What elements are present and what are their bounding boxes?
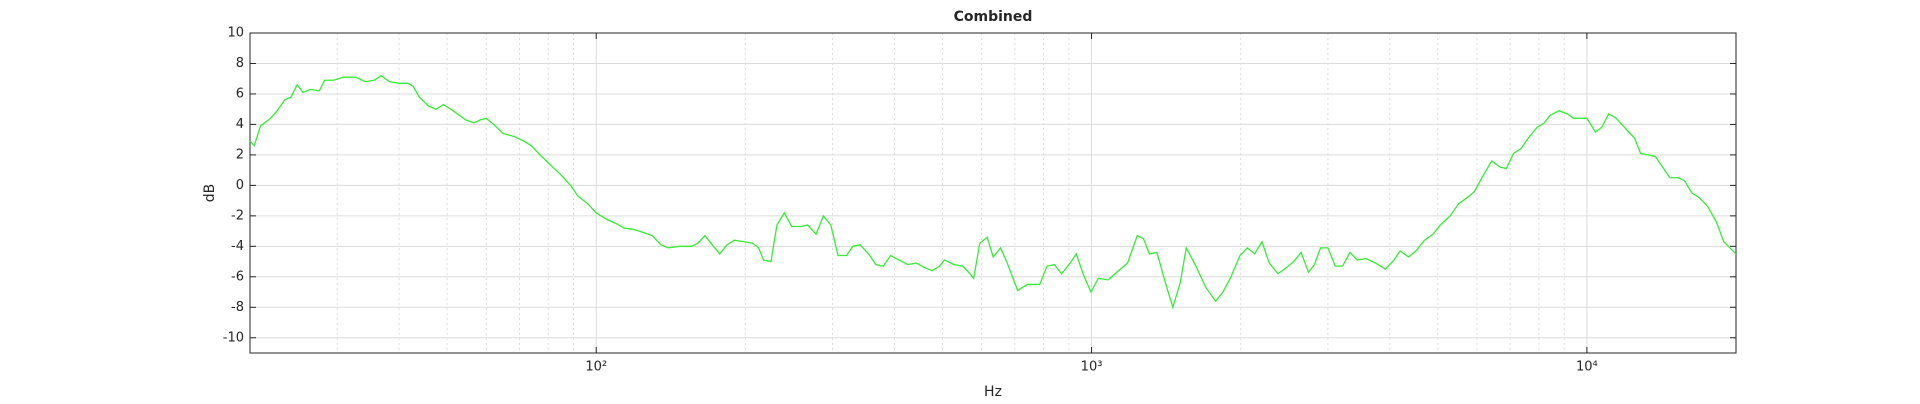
y-tick-label: 8	[236, 56, 244, 71]
plot-frame	[249, 32, 1737, 354]
x-tick-label: 10²	[585, 360, 607, 375]
chart-title: Combined	[954, 9, 1033, 25]
y-tick-label: -10	[223, 330, 244, 345]
x-tick-label: 10⁴	[1576, 360, 1598, 375]
y-tick-label: 0	[236, 178, 244, 193]
y-tick-label: 6	[236, 86, 244, 101]
y-tick-label: 4	[236, 117, 244, 132]
y-tick-label: -6	[231, 269, 244, 284]
x-axis-label: Hz	[984, 384, 1002, 400]
y-tick-label: 10	[227, 26, 244, 41]
y-tick-label: -4	[231, 239, 244, 254]
y-tick-label: 2	[236, 147, 244, 162]
y-tick-label: -8	[231, 300, 244, 315]
x-tick-label: 10³	[1081, 360, 1103, 375]
data-line	[249, 74, 1737, 310]
y-axis-label: dB	[202, 184, 218, 203]
y-tick-label: -2	[231, 208, 244, 223]
